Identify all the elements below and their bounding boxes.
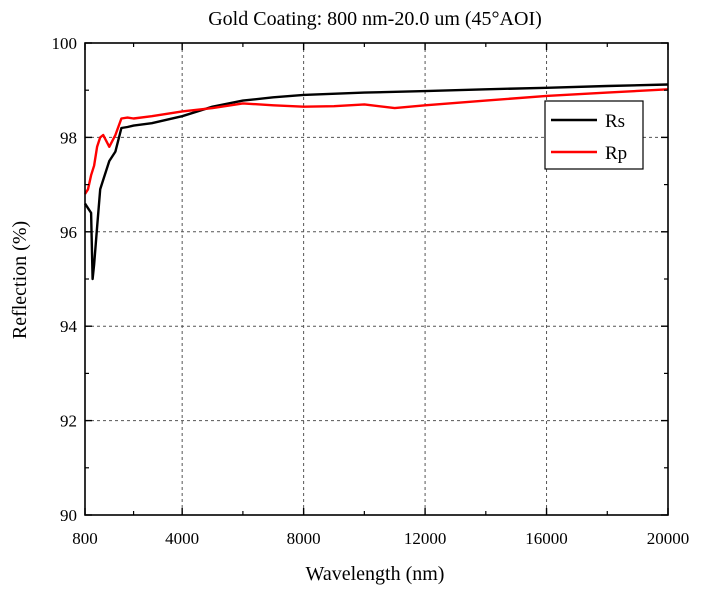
y-tick-label: 94 bbox=[60, 317, 78, 336]
x-tick-label: 20000 bbox=[647, 529, 690, 548]
series-line-rp bbox=[83, 88, 669, 195]
y-tick-label: 90 bbox=[60, 506, 77, 525]
y-tick-label: 92 bbox=[60, 412, 77, 431]
legend: Rs Rp bbox=[544, 100, 644, 170]
chart-title: Gold Coating: 800 nm-20.0 um (45°AOI) bbox=[208, 8, 542, 30]
x-tick-label: 4000 bbox=[165, 529, 199, 548]
legend-box bbox=[544, 100, 644, 170]
y-tick-label: 100 bbox=[52, 34, 78, 53]
x-axis-label: Wavelength (nm) bbox=[306, 563, 445, 585]
y-tick-label: 96 bbox=[60, 223, 77, 242]
legend-label-rp: Rp bbox=[605, 143, 627, 164]
tick-layer: 800 4000 8000 12000 16000 20000 90 92 94 96 98 100 bbox=[52, 34, 690, 548]
x-tick-label: 12000 bbox=[404, 529, 447, 548]
x-tick-label: 800 bbox=[72, 529, 98, 548]
series-layer bbox=[83, 83, 669, 281]
y-axis-label: Reflection (%) bbox=[9, 221, 31, 339]
series-line-rs bbox=[83, 83, 669, 281]
y-tick-label: 98 bbox=[60, 128, 77, 147]
x-tick-label: 16000 bbox=[525, 529, 568, 548]
x-tick-label: 8000 bbox=[287, 529, 321, 548]
legend-label-rs: Rs bbox=[605, 111, 625, 132]
